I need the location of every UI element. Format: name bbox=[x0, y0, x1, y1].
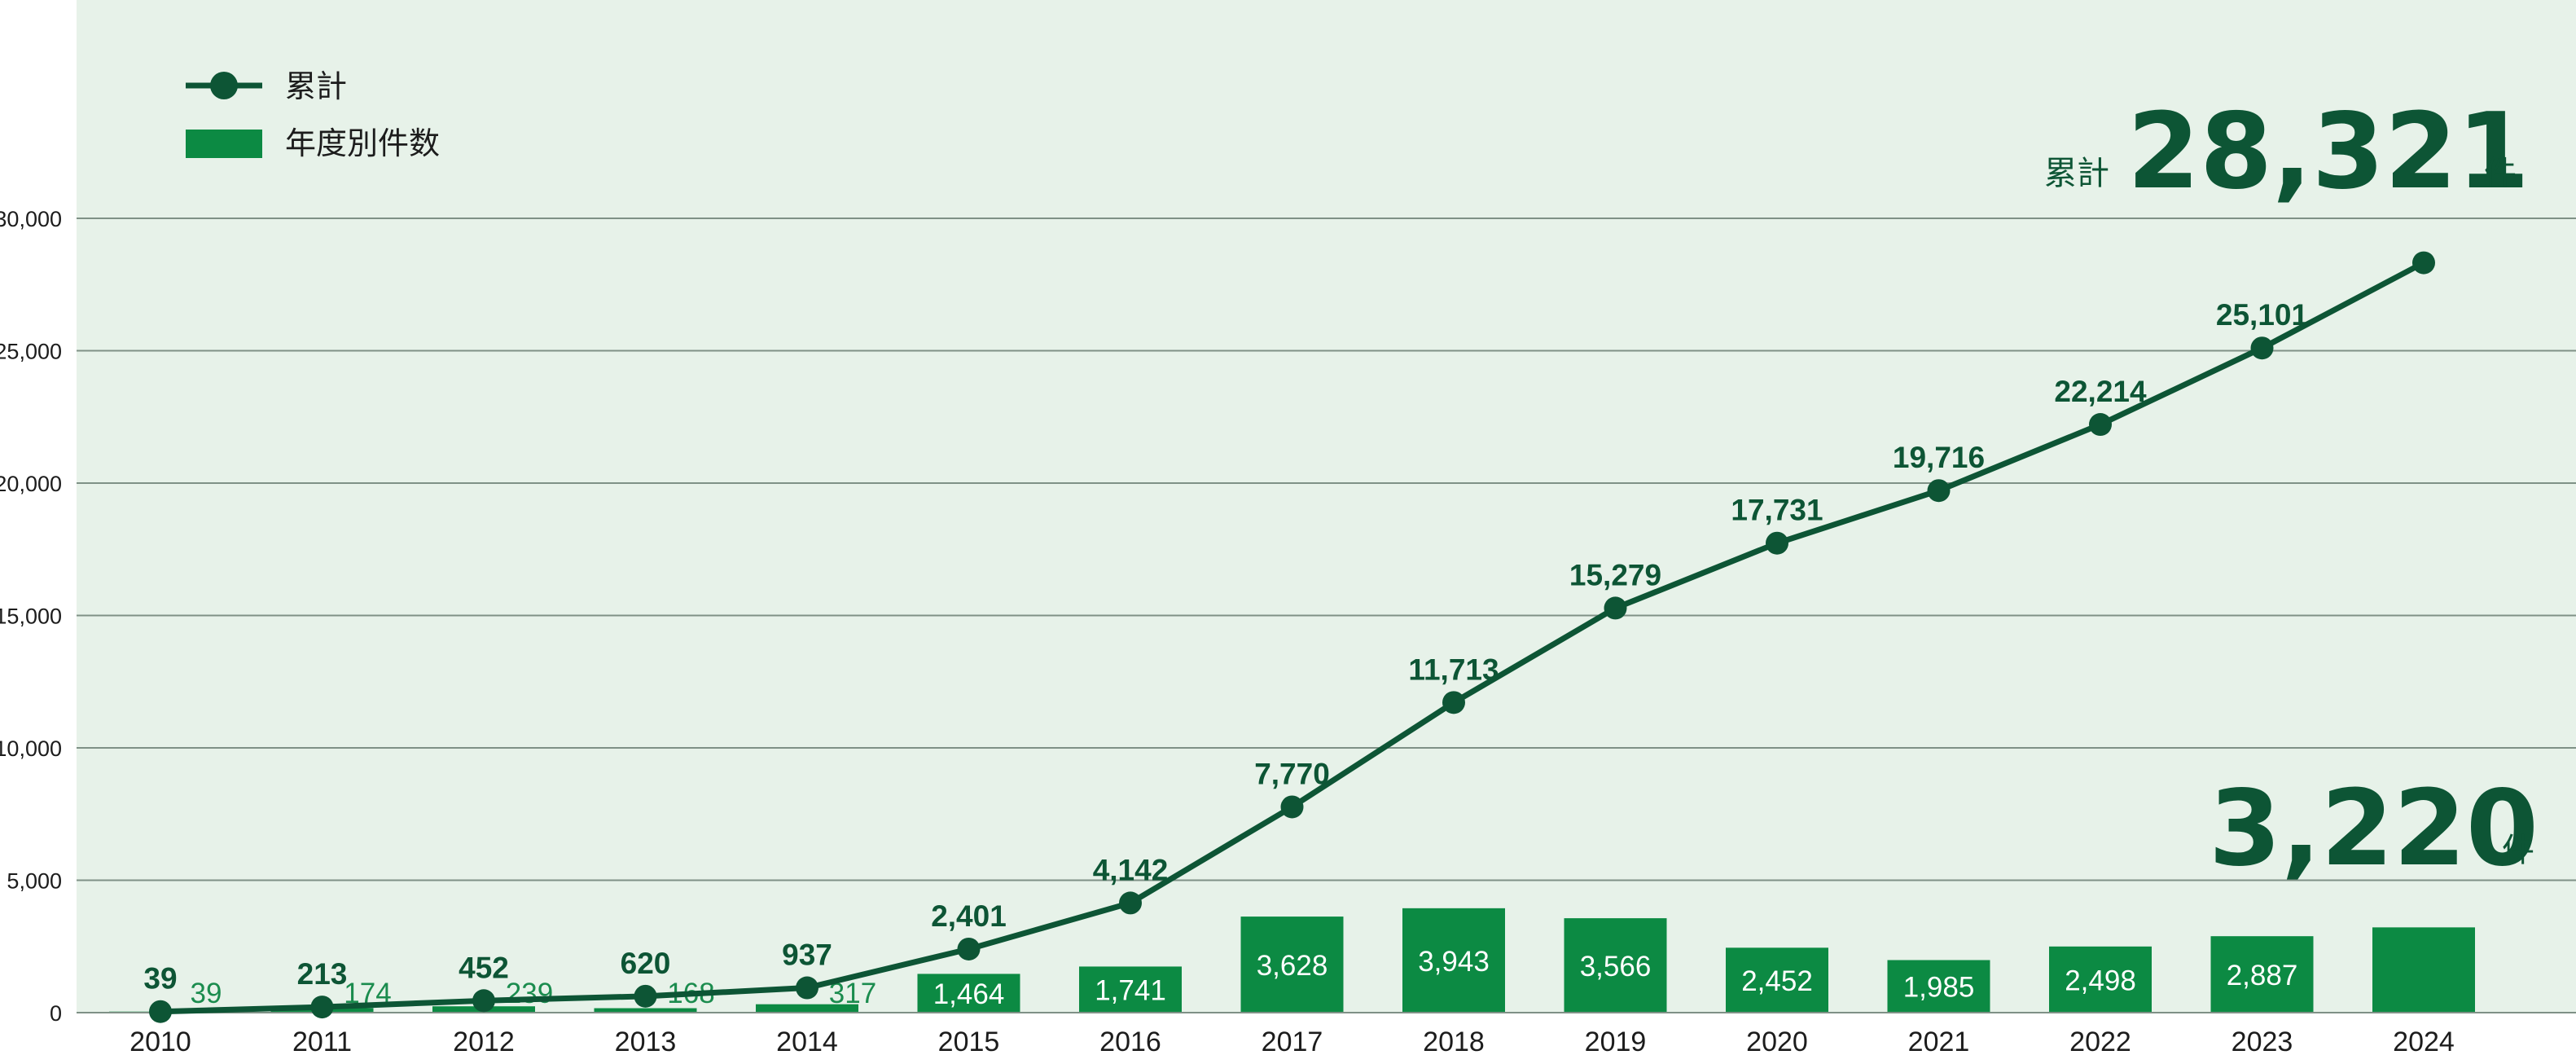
x-tick-label: 2012 bbox=[453, 1026, 515, 1055]
gridlines bbox=[77, 218, 2576, 881]
y-tick-label: 25,000 bbox=[0, 340, 62, 364]
x-tick-label: 2022 bbox=[2069, 1026, 2131, 1055]
bar bbox=[1887, 960, 1990, 1013]
x-axis: 2010 2011 2012 2013 2014 2015 2016 2017 2018 2019… bbox=[129, 1026, 2455, 1055]
cumulative-point bbox=[2250, 336, 2274, 360]
y-tick-label: 15,000 bbox=[0, 604, 62, 629]
cumulative-point bbox=[472, 989, 495, 1013]
cumulative-value-label: 22,214 bbox=[2054, 375, 2147, 408]
x-tick-label: 2018 bbox=[1423, 1026, 1485, 1055]
cumulative-value-label: 7,770 bbox=[1254, 757, 1330, 790]
cumulative-value-label: 213 bbox=[297, 957, 348, 991]
cumulative-callout-unit: 件 bbox=[2484, 155, 2517, 192]
annual-callout-value: 3,220 bbox=[2209, 768, 2539, 890]
cumulative-callout-value: 28,321 bbox=[2127, 91, 2530, 213]
x-tick-label: 2011 bbox=[292, 1026, 352, 1055]
cumulative-total-callout: 累計 28,321 件 bbox=[2044, 91, 2530, 213]
y-tick-label: 20,000 bbox=[0, 472, 62, 496]
cumulative-point bbox=[1604, 596, 1627, 620]
y-tick-label: 30,000 bbox=[0, 207, 62, 231]
bar bbox=[1726, 947, 1828, 1013]
x-tick-label: 2014 bbox=[776, 1026, 838, 1055]
y-tick-label: 5,000 bbox=[7, 869, 62, 894]
cumulative-point bbox=[1442, 691, 1465, 714]
bar-value-label: 1,741 bbox=[1095, 975, 1166, 1007]
cumulative-value-label: 15,279 bbox=[1569, 558, 1661, 591]
cumulative-value-label: 19,716 bbox=[1893, 441, 1985, 474]
cumulative-point bbox=[957, 937, 981, 960]
x-tick-label: 2016 bbox=[1099, 1026, 1161, 1055]
cumulative-point bbox=[2089, 413, 2112, 437]
x-tick-label: 2017 bbox=[1262, 1026, 1323, 1055]
legend-bar-swatch bbox=[186, 130, 262, 158]
y-tick-label: 0 bbox=[50, 1001, 62, 1026]
bar bbox=[594, 1008, 697, 1013]
cumulative-value-label: 4,142 bbox=[1093, 853, 1169, 886]
bar-value-label: 239 bbox=[506, 978, 553, 1009]
y-axis: 0 5,000 10,000 15,000 20,000 25,000 30,000 bbox=[0, 207, 62, 1026]
x-tick-label: 2021 bbox=[1908, 1026, 1970, 1055]
cumulative-value-label: 17,731 bbox=[1731, 494, 1823, 527]
bar-value-label: 3,628 bbox=[1257, 950, 1328, 982]
cumulative-point bbox=[796, 976, 818, 1000]
bar bbox=[2372, 927, 2475, 1013]
cumulative-point bbox=[1119, 891, 1142, 915]
bar bbox=[917, 974, 1020, 1013]
cumulative-point bbox=[1927, 479, 1951, 503]
cumulative-point bbox=[634, 984, 657, 1008]
y-tick-label: 10,000 bbox=[0, 736, 62, 761]
bar-value-label: 39 bbox=[191, 978, 222, 1009]
cumulative-value-label: 937 bbox=[782, 939, 832, 972]
x-tick-label: 2023 bbox=[2232, 1026, 2293, 1055]
bar bbox=[2049, 946, 2152, 1013]
x-tick-label: 2015 bbox=[938, 1026, 1000, 1055]
x-tick-label: 2019 bbox=[1585, 1026, 1647, 1055]
bar-value-label: 2,452 bbox=[1741, 965, 1813, 997]
bar-value-label: 1,985 bbox=[1903, 972, 1975, 1004]
cumulative-labels: 39 213 452 620 937 2,401 4,142 7,770 11,713 15,27… bbox=[143, 298, 2308, 996]
legend-label-cumulative: 累計 bbox=[285, 68, 347, 104]
cumulative-value-label: 452 bbox=[459, 951, 509, 984]
cumulative-point bbox=[149, 1000, 172, 1023]
bar-value-label: 1,464 bbox=[933, 978, 1005, 1010]
annual-callout-unit: 件 bbox=[2502, 832, 2534, 869]
x-tick-label: 2024 bbox=[2393, 1026, 2455, 1055]
annual-bars bbox=[109, 908, 2475, 1013]
cumulative-value-label: 39 bbox=[143, 962, 177, 996]
cumulative-value-label: 25,101 bbox=[2216, 298, 2308, 332]
cumulative-point bbox=[1766, 531, 1788, 555]
cumulative-series bbox=[149, 251, 2435, 1023]
cumulative-value-label: 11,713 bbox=[1408, 653, 1499, 686]
legend: 累計 年度別件数 bbox=[186, 68, 440, 161]
bar bbox=[1240, 917, 1344, 1013]
cumulative-point bbox=[2412, 251, 2435, 275]
cumulative-value-label: 2,401 bbox=[931, 899, 1007, 933]
annual-count-callout: 3,220 件 bbox=[2209, 768, 2539, 890]
bar-value-label: 2,498 bbox=[2065, 965, 2136, 996]
x-tick-label: 2013 bbox=[615, 1026, 677, 1055]
plot-background bbox=[77, 0, 2576, 1013]
bar bbox=[2210, 936, 2314, 1013]
legend-label-annual: 年度別件数 bbox=[285, 125, 440, 161]
cumulative-point bbox=[310, 996, 334, 1019]
x-tick-label: 2020 bbox=[1746, 1026, 1808, 1055]
x-tick-label: 2010 bbox=[129, 1026, 191, 1055]
cumulative-value-label: 620 bbox=[621, 947, 671, 980]
bar-value-label: 2,887 bbox=[2227, 960, 2298, 991]
bar bbox=[756, 1004, 858, 1013]
bar-value-label: 3,566 bbox=[1580, 951, 1652, 982]
bar bbox=[1402, 908, 1505, 1013]
cumulative-callout-prefix: 累計 bbox=[2044, 155, 2109, 192]
bar-value-label: 3,943 bbox=[1418, 946, 1490, 978]
bar bbox=[1564, 918, 1667, 1013]
legend-marker-swatch bbox=[210, 72, 238, 99]
cumulative-point bbox=[1280, 795, 1304, 819]
bar bbox=[1079, 966, 1182, 1013]
